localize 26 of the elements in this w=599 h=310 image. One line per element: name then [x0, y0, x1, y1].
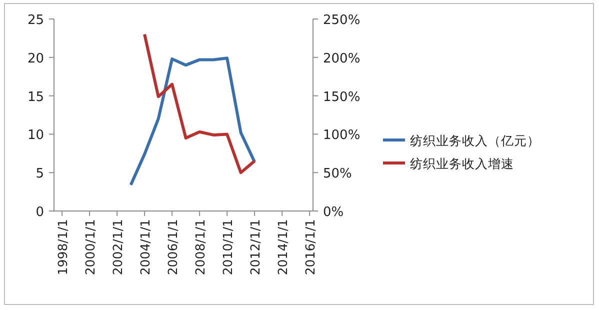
y-tick-label: 10: [27, 128, 44, 144]
y2-tick-label: 250%: [323, 13, 360, 28]
x-tick-label: 2012/1/1: [248, 219, 263, 276]
y2-tick-label: 100%: [323, 128, 360, 144]
line-series: [129, 56, 256, 186]
x-tick-label: 2006/1/1: [165, 219, 180, 276]
y-tick-label: 5: [36, 166, 44, 182]
x-tick-label: 2008/1/1: [192, 219, 208, 276]
legend-label: 纺织业务收入增速: [410, 156, 514, 171]
y2-tick-label: 0%: [323, 205, 344, 220]
x-tick-label: 2004/1/1: [138, 219, 153, 276]
x-tick-label: 2002/1/1: [110, 219, 126, 276]
y2-tick-label: 50%: [323, 166, 352, 182]
line-series: [143, 32, 256, 174]
x-tick-label: 2016/1/1: [302, 219, 318, 276]
legend-label: 纺织业务收入（亿元）: [410, 133, 540, 148]
y-tick-label: 15: [27, 90, 44, 105]
y2-tick-label: 200%: [323, 51, 360, 66]
x-tick-label: 2010/1/1: [220, 219, 236, 276]
x-tick-label: 2014/1/1: [275, 219, 290, 276]
x-tick-label: 1998/1/1: [55, 219, 70, 276]
y-tick-label: 20: [27, 51, 44, 66]
y-tick-label: 0: [36, 205, 44, 220]
x-tick-label: 2000/1/1: [82, 219, 98, 276]
y2-tick-label: 150%: [323, 90, 360, 105]
y-tick-label: 25: [27, 13, 44, 28]
